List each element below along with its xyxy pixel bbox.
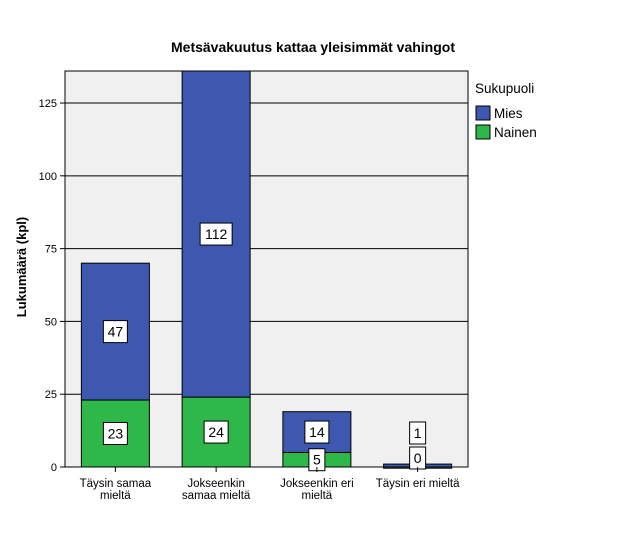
data-label-box [199,222,233,246]
x-category-label: Täysin samaa [80,478,152,490]
chart-title: Metsävakuutus kattaa yleisimmät vahingot [171,39,455,55]
x-category-label: Jokseenkin [187,478,245,490]
x-category-label: mieltä [302,490,333,502]
data-label: 5 [313,452,321,468]
bars: 23 47 24 112 5 14 0 1 [80,70,453,472]
y-tick-label: 0 [51,462,57,474]
data-label: 23 [108,426,124,442]
data-label-box [409,421,427,445]
y-tick-label: 75 [45,244,57,256]
legend-swatch-mies [475,105,491,121]
x-category-label: mieltä [100,490,131,502]
y-tick-label: 25 [45,389,57,401]
x-category-label: Täysin eri mieltä [376,478,460,490]
y-tick-label: 125 [39,98,57,110]
y-axis-ticks: 0 25 50 75 100 125 [39,98,65,474]
data-label: 24 [208,424,224,440]
y-tick-label: 100 [39,171,57,183]
data-label-box [102,422,128,446]
legend: Sukupuoli Mies Nainen [475,81,537,140]
legend-label-nainen: Nainen [494,125,537,140]
data-label: 47 [108,324,124,340]
legend-title: Sukupuoli [475,81,534,96]
data-label-box [304,420,330,444]
data-label-box [102,320,128,344]
data-label: 112 [205,226,228,242]
data-label: 0 [414,450,422,466]
x-category-label: Jokseenkin eri [280,478,354,490]
y-axis-label: Lukumäärä (kpl) [14,217,29,317]
x-category-label: samaa mieltä [182,490,251,502]
legend-label-mies: Mies [494,106,523,121]
y-tick-label: 50 [45,316,57,328]
data-label: 14 [309,424,325,440]
legend-swatch-nainen [475,124,491,140]
data-label: 1 [414,425,422,441]
data-label-box [203,420,229,444]
